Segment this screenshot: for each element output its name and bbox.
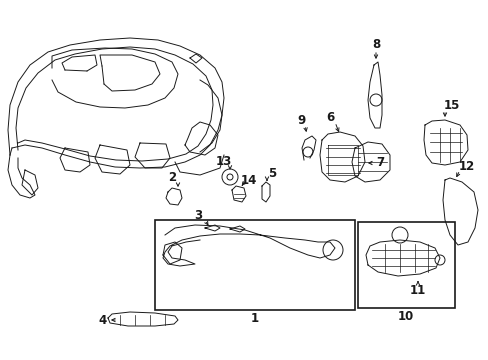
Text: 15: 15: [443, 99, 459, 112]
Text: 12: 12: [458, 161, 474, 174]
Text: 4: 4: [99, 314, 107, 327]
Text: 14: 14: [240, 175, 257, 188]
Text: 8: 8: [371, 37, 379, 50]
Text: 5: 5: [267, 167, 276, 180]
Text: 10: 10: [397, 310, 413, 323]
Text: 2: 2: [167, 171, 176, 184]
Bar: [155, 220, 354, 310]
Text: 9: 9: [296, 114, 305, 127]
Text: 7: 7: [375, 157, 383, 170]
Text: 6: 6: [325, 112, 333, 125]
Text: 11: 11: [409, 284, 425, 297]
Text: 13: 13: [215, 156, 232, 168]
Bar: [357, 222, 454, 308]
Text: 3: 3: [194, 210, 202, 222]
Text: 1: 1: [250, 311, 259, 324]
